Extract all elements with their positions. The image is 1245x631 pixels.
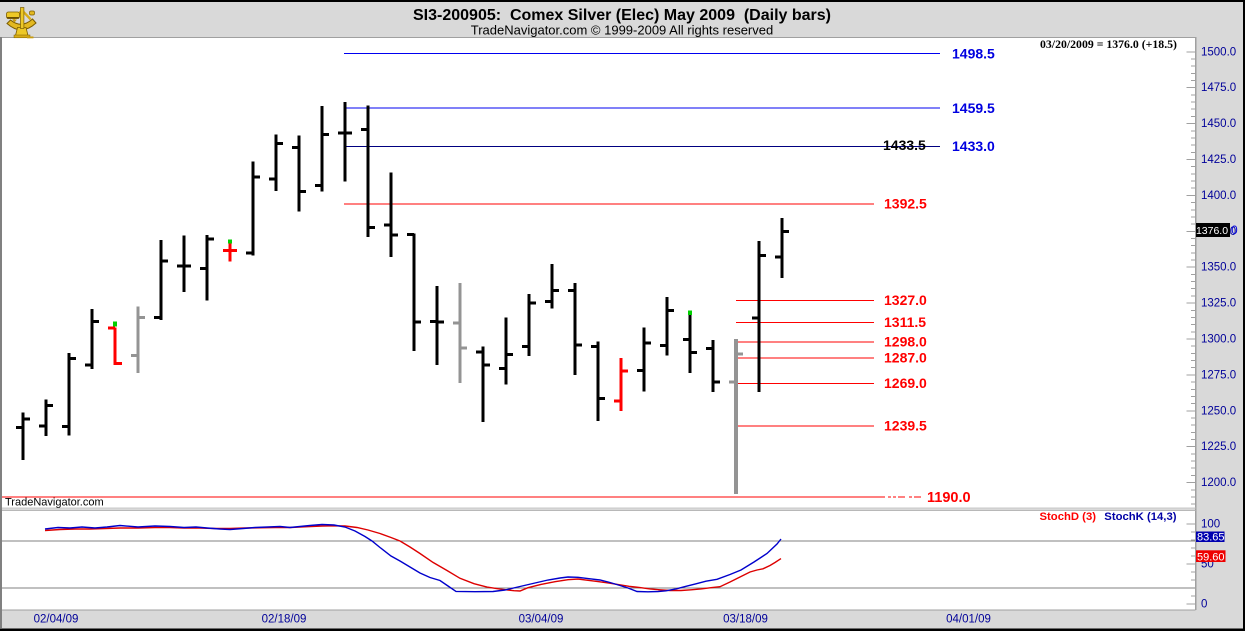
svg-text:TradeNavigator.com © 1999-2009: TradeNavigator.com © 1999-2009 All right… xyxy=(471,23,773,38)
svg-text:1190.0: 1190.0 xyxy=(927,490,971,506)
svg-text:1300.0: 1300.0 xyxy=(1201,334,1236,346)
svg-text:03/18/09: 03/18/09 xyxy=(723,614,768,626)
svg-text:1498.5: 1498.5 xyxy=(952,45,995,61)
svg-text:1325.0: 1325.0 xyxy=(1201,298,1236,310)
svg-text:02/18/09: 02/18/09 xyxy=(262,614,307,626)
svg-text:59.60: 59.60 xyxy=(1197,552,1225,564)
svg-text:1376.0: 1376.0 xyxy=(1196,225,1228,237)
svg-text:1459.5: 1459.5 xyxy=(952,100,995,116)
svg-text:100: 100 xyxy=(1201,518,1220,530)
svg-text:1450.0: 1450.0 xyxy=(1201,118,1236,130)
svg-text:1500.0: 1500.0 xyxy=(1201,46,1236,58)
svg-text:1433.0: 1433.0 xyxy=(952,138,995,154)
svg-text:1311.5: 1311.5 xyxy=(884,314,926,330)
svg-text:StochD (3): StochD (3) xyxy=(1040,511,1097,523)
svg-text:1200.0: 1200.0 xyxy=(1201,477,1236,489)
svg-text:03/04/09: 03/04/09 xyxy=(519,614,564,626)
svg-text:83.65: 83.65 xyxy=(1197,532,1225,544)
svg-text:1350.0: 1350.0 xyxy=(1201,262,1236,274)
svg-text:TradeNavigator.com: TradeNavigator.com xyxy=(5,497,104,509)
svg-text:StochK (14,3): StochK (14,3) xyxy=(1104,511,1176,523)
svg-text:1425.0: 1425.0 xyxy=(1201,154,1236,166)
svg-text:04/01/09: 04/01/09 xyxy=(946,614,991,626)
svg-text:SI3-200905: Comex Silver (Ele: SI3-200905: Comex Silver (Elec) May 2009… xyxy=(413,7,831,24)
svg-text:1475.0: 1475.0 xyxy=(1201,82,1236,94)
svg-text:02/04/09: 02/04/09 xyxy=(34,614,79,626)
svg-text:1327.0: 1327.0 xyxy=(884,292,927,308)
svg-text:1275.0: 1275.0 xyxy=(1201,369,1236,381)
svg-text:03/20/2009 = 1376.0 (+18.5): 03/20/2009 = 1376.0 (+18.5) xyxy=(1040,37,1177,51)
svg-text:1400.0: 1400.0 xyxy=(1201,190,1236,202)
svg-text:1269.0: 1269.0 xyxy=(884,375,927,391)
svg-text:1225.0: 1225.0 xyxy=(1201,441,1236,453)
svg-text:0: 0 xyxy=(1201,598,1207,610)
svg-text:1287.0: 1287.0 xyxy=(884,350,927,366)
svg-text:1392.5: 1392.5 xyxy=(884,196,927,212)
svg-text:1239.5: 1239.5 xyxy=(884,417,927,433)
svg-text:1298.0: 1298.0 xyxy=(884,333,927,349)
svg-text:1433.5: 1433.5 xyxy=(883,137,926,153)
svg-text:1250.0: 1250.0 xyxy=(1201,405,1236,417)
